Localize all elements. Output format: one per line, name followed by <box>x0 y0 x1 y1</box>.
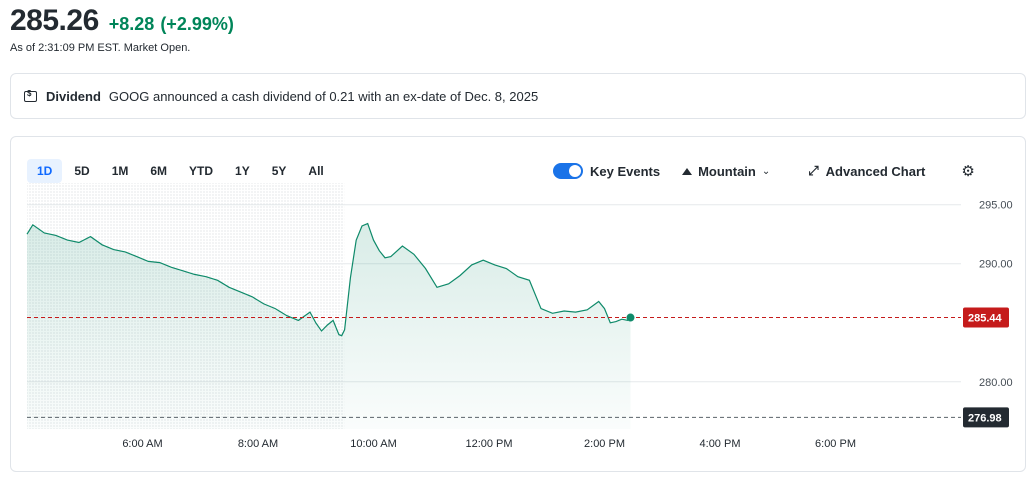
y-tick-label: 290.00 <box>979 259 1013 271</box>
expand-icon: ⤢ <box>808 163 819 178</box>
previous-close-tag <box>963 407 1009 428</box>
x-tick-label: 2:00 PM <box>584 438 625 450</box>
dividend-text: GOOG announced a cash dividend of 0.21 w… <box>108 88 539 104</box>
mountain-icon <box>682 167 693 175</box>
dividend-banner[interactable]: Dividend GOOG announced a cash dividend … <box>10 73 1026 119</box>
chevron-down-icon: ⌄ <box>761 165 771 177</box>
x-tick-label: 6:00 PM <box>815 438 856 450</box>
price-change-percent: (+2.99%) <box>160 14 234 34</box>
y-tick-label: 280.00 <box>979 377 1013 389</box>
price-area <box>27 223 631 429</box>
price-line <box>26 222 631 337</box>
x-tick-label: 4:00 PM <box>700 438 741 450</box>
range-tab-5y[interactable]: 5Y <box>271 164 287 178</box>
x-tick-label: 6:00 AM <box>122 438 162 450</box>
last-price-dot <box>626 313 635 322</box>
previous-close-label: 276.98 <box>968 412 1002 424</box>
advanced-chart-button[interactable]: ⤢ Advanced Chart <box>808 163 925 179</box>
gear-icon[interactable]: ⚙ <box>961 163 975 180</box>
range-tab-1d[interactable]: 1D <box>27 159 63 183</box>
range-tab-5d[interactable]: 5D <box>74 164 90 178</box>
last-price-tag <box>963 307 1009 328</box>
dollar-bill-icon <box>24 89 37 102</box>
range-tab-1m[interactable]: 1M <box>111 164 129 178</box>
price-chart[interactable]: 295.00 290.00 280.00 285.44 276.98 6:00 AM 8:0… <box>11 137 1027 473</box>
last-price-label: 285.44 <box>968 313 1003 325</box>
chart-card: 295.00 290.00 280.00 285.44 276.98 6:00 AM 8:0… <box>10 136 1026 472</box>
y-tick-label: 295.00 <box>979 200 1013 212</box>
range-tab-ytd[interactable]: YTD <box>189 164 214 178</box>
key-events-toggle[interactable] <box>553 163 583 179</box>
dividend-label: Dividend <box>46 88 101 104</box>
range-tab-6m[interactable]: 6M <box>150 164 168 178</box>
x-tick-label: 8:00 AM <box>238 438 278 450</box>
chart-type-button[interactable]: Mountain ⌄ <box>682 164 770 179</box>
chart-toolbar: Key Events Mountain ⌄ ⤢ Advanced Chart ⚙ <box>553 159 975 183</box>
current-price: 285.26 <box>10 4 99 37</box>
quote-header: 285.26 +8.28 (+2.99%) <box>10 4 234 38</box>
range-tabs: 1D 5D 1M 6M YTD 1Y 5Y All <box>27 159 336 183</box>
range-tab-all[interactable]: All <box>308 164 324 178</box>
advanced-chart-label: Advanced Chart <box>825 163 926 179</box>
key-events-label[interactable]: Key Events <box>590 163 661 179</box>
x-tick-label: 10:00 AM <box>350 438 396 450</box>
chart-type-label: Mountain <box>698 163 756 179</box>
x-tick-label: 12:00 PM <box>465 438 512 450</box>
range-tab-1y[interactable]: 1Y <box>235 164 250 178</box>
price-change: +8.28 <box>108 14 155 34</box>
as-of-timestamp: As of 2:31:09 PM EST. Market Open. <box>10 42 191 54</box>
